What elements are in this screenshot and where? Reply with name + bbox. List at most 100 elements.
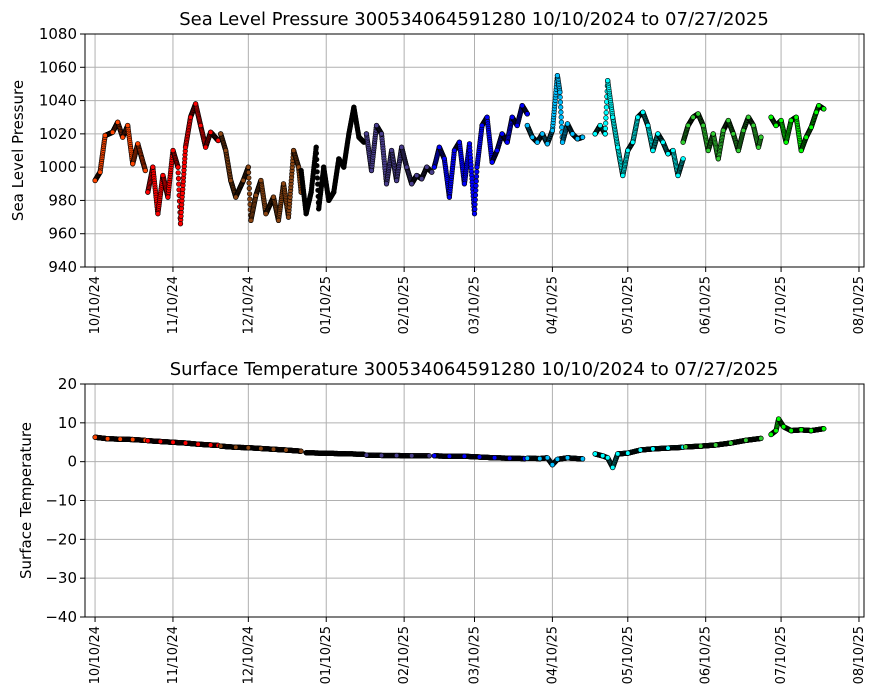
temperature-x-tick-label: 06/10/25 — [699, 626, 714, 684]
pressure-data-point — [394, 177, 400, 184]
pressure-data-point — [605, 77, 611, 84]
temperature-data-point — [579, 456, 586, 462]
pressure-series-10 — [768, 102, 827, 154]
pressure-data-point — [715, 156, 721, 162]
pressure-y-tick-label: 960 — [48, 225, 77, 243]
pressure-data-point — [341, 164, 347, 170]
pressure-series-1 — [92, 119, 148, 184]
pressure-data-point — [441, 156, 447, 162]
temperature-data-point — [208, 442, 214, 448]
pressure-data-point — [670, 147, 676, 154]
temperature-y-tick-label: −30 — [45, 569, 77, 587]
pressure-data-point — [473, 173, 480, 180]
temperature-data-point — [145, 438, 151, 444]
pressure-data-point — [233, 194, 239, 200]
pressure-data-point — [675, 172, 681, 179]
pressure-data-point — [793, 114, 799, 120]
pressure-data-point — [246, 180, 252, 186]
pressure-data-point — [378, 131, 385, 137]
pressure-data-point — [135, 141, 141, 147]
pressure-data-point — [240, 177, 246, 184]
pressure-data-point — [558, 104, 564, 110]
pressure-y-tick-label: 1060 — [39, 58, 77, 76]
temperature-data-point — [195, 441, 201, 447]
pressure-data-point — [558, 114, 564, 120]
pressure-series-2 — [145, 101, 221, 227]
pressure-data-point — [170, 147, 176, 154]
temperature-grid — [85, 383, 864, 618]
pressure-data-point — [314, 169, 320, 175]
pressure-data-point — [602, 125, 609, 132]
temperature-data-point — [564, 455, 571, 461]
pressure-data-point — [635, 114, 641, 120]
temperature-data-point — [170, 439, 176, 445]
pressure-data-point — [331, 189, 337, 195]
pressure-data-point — [720, 127, 726, 134]
pressure-data-point — [597, 122, 603, 129]
pressure-data-point — [150, 164, 156, 170]
pressure-data-point — [484, 114, 490, 120]
pressure-data-point — [248, 217, 254, 223]
pressure-data-point — [346, 131, 352, 137]
pressure-data-point — [603, 120, 609, 126]
pressure-data-point — [109, 129, 116, 135]
pressure-data-point — [314, 156, 320, 163]
temperature-y-axis-label: Surface Temperature — [17, 422, 35, 579]
pressure-data-point — [645, 122, 651, 129]
pressure-data-point — [730, 131, 736, 137]
pressure-data-point — [740, 127, 747, 134]
pressure-data-point — [419, 176, 425, 182]
pressure-y-tick-label: 980 — [48, 191, 77, 209]
pressure-series-8 — [592, 77, 686, 179]
pressure-data-point — [175, 164, 181, 170]
pressure-x-tick-label: 05/10/25 — [621, 276, 636, 334]
pressure-data-point — [246, 169, 252, 176]
pressure-data-point — [280, 181, 287, 187]
temperature-y-tick-label: 0 — [67, 453, 77, 471]
pressure-data-point — [544, 141, 551, 147]
pressure-data-point — [130, 161, 136, 167]
pressure-data-point — [592, 131, 598, 137]
temperature-data-point — [446, 453, 453, 459]
pressure-data-point — [404, 164, 410, 170]
temperature-data-point — [333, 450, 339, 457]
pressure-data-point — [509, 114, 515, 120]
pressure-data-point — [472, 206, 478, 212]
pressure-data-point — [474, 169, 480, 175]
pressure-data-point — [808, 124, 814, 130]
temperature-x-tick-label: 07/10/25 — [774, 626, 789, 684]
pressure-data-point — [630, 139, 636, 145]
pressure-data-point — [499, 131, 505, 137]
pressure-data-point — [821, 106, 827, 112]
pressure-data-point — [655, 131, 661, 137]
temperature-x-tick-label: 03/10/25 — [468, 626, 483, 684]
pressure-data-point — [574, 136, 581, 142]
pressure-data-point — [198, 122, 204, 129]
pressure-data-point — [473, 187, 479, 193]
pressure-x-tick-label: 10/10/24 — [88, 276, 103, 334]
pressure-data-point — [603, 109, 609, 116]
temperature-x-tick-label: 11/10/24 — [166, 626, 181, 684]
pressure-data-point — [519, 102, 525, 109]
pressure-data-point — [504, 139, 510, 145]
pressure-data-point — [253, 192, 259, 198]
pressure-data-point — [640, 109, 646, 115]
temperature-chart: Surface Temperature 300534064591280 10/1… — [17, 359, 867, 684]
pressure-data-point — [314, 163, 320, 169]
pressure-chart: Sea Level Pressure 300534064591280 10/10… — [9, 9, 867, 334]
pressure-data-point — [803, 134, 809, 140]
pressure-data-point — [494, 147, 500, 154]
pressure-grid — [85, 33, 864, 268]
pressure-data-point — [472, 197, 478, 203]
temperature-data-point — [476, 454, 483, 460]
pressure-data-point — [461, 181, 468, 187]
pressure-data-point — [275, 217, 282, 223]
temperature-data-point — [117, 436, 123, 442]
pressure-data-point — [514, 122, 520, 129]
temperature-series-6 — [431, 453, 528, 462]
pressure-data-point — [456, 139, 463, 145]
pressure-data-point — [579, 134, 586, 140]
pressure-x-tick-label: 08/10/25 — [852, 276, 867, 334]
pressure-y-tick-label: 1020 — [39, 125, 77, 143]
pressure-data-point — [246, 185, 252, 191]
